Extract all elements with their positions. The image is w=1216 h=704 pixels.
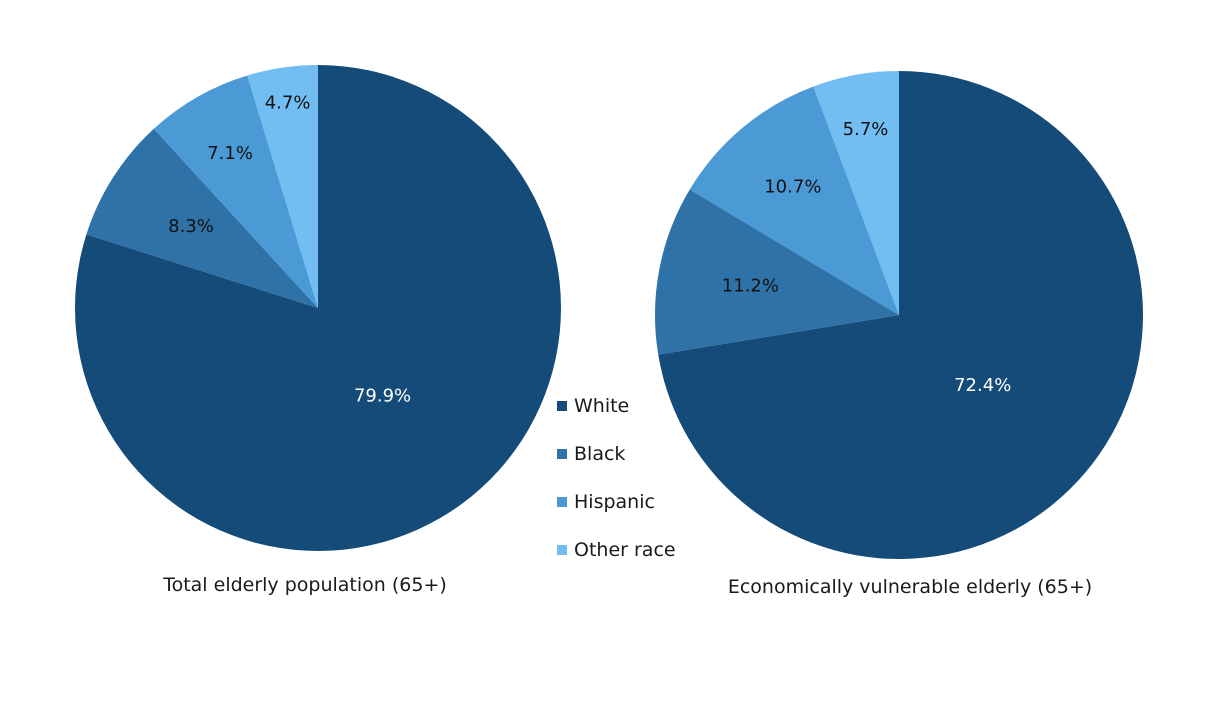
- legend-label-other-race: Other race: [574, 539, 676, 561]
- slice-label-black: 11.2%: [722, 276, 779, 297]
- slice-label-other-race: 4.7%: [265, 93, 311, 114]
- chart-title-total-elderly: Total elderly population (65+): [163, 574, 447, 596]
- slice-label-black: 8.3%: [168, 216, 214, 237]
- legend-label-hispanic: Hispanic: [574, 491, 655, 513]
- pie-slice-other-race: [247, 65, 318, 308]
- pie-chart-total-elderly: 79.9% 8.3% 7.1% 4.7%: [74, 65, 561, 552]
- legend-item-white: White: [557, 394, 676, 418]
- slice-label-white: 79.9%: [354, 385, 411, 406]
- legend-swatch-other-race: [557, 545, 567, 555]
- legend-swatch-hispanic: [557, 497, 567, 507]
- legend-swatch-white: [557, 401, 567, 411]
- pie-slice-other-race: [813, 71, 899, 315]
- legend-label-white: White: [574, 395, 630, 417]
- legend-item-other-race: Other race: [557, 538, 676, 562]
- slice-label-other-race: 5.7%: [843, 119, 889, 140]
- legend-item-hispanic: Hispanic: [557, 490, 676, 514]
- pie-chart-vulnerable-elderly: 72.4% 11.2% 10.7% 5.7%: [655, 71, 1144, 559]
- slice-label-white: 72.4%: [954, 375, 1011, 396]
- legend-label-black: Black: [574, 443, 626, 465]
- pie-slice-white: [658, 71, 1144, 559]
- pie-slice-hispanic: [689, 86, 899, 315]
- pie-slice-black: [86, 128, 318, 308]
- slice-label-hispanic: 7.1%: [207, 143, 253, 164]
- legend: White Black Hispanic Other race: [557, 394, 676, 586]
- chart-title-vulnerable-elderly: Economically vulnerable elderly (65+): [727, 576, 1093, 598]
- pie-slice-black: [655, 189, 899, 355]
- pie-slice-white: [74, 65, 561, 552]
- legend-item-black: Black: [557, 442, 676, 466]
- pie-slice-hispanic: [153, 75, 318, 308]
- slice-label-hispanic: 10.7%: [764, 176, 821, 197]
- legend-swatch-black: [557, 449, 567, 459]
